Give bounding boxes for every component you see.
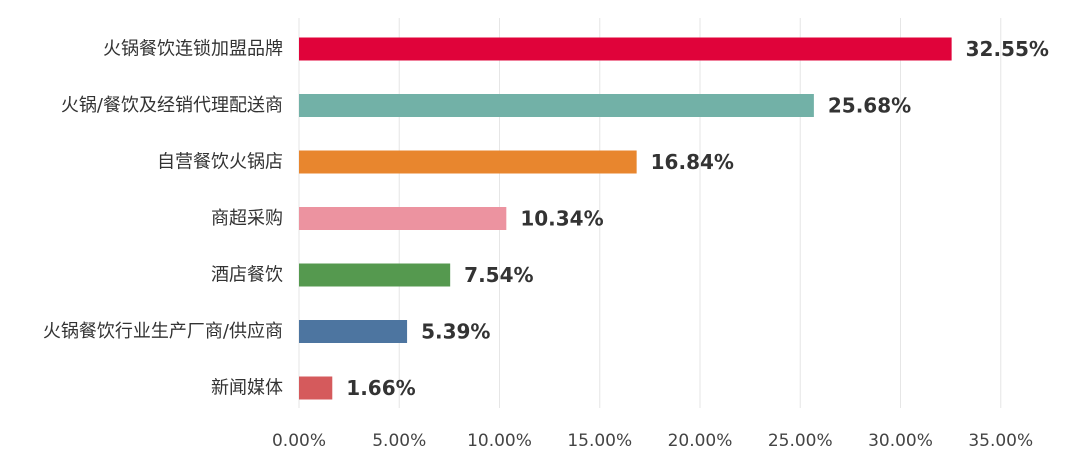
value-label: 32.55% — [966, 37, 1049, 61]
value-label: 5.39% — [421, 320, 490, 344]
x-tick-label: 15.00% — [567, 431, 632, 451]
category-label: 火锅餐饮行业生产厂商/供应商 — [43, 321, 283, 342]
value-labels: 32.55% 25.68% 16.84% 10.34% 7.54% 5.39% 1.66% — [346, 37, 1049, 400]
category-label: 新闻媒体 — [211, 378, 283, 399]
x-tick-label: 10.00% — [467, 431, 532, 451]
bar — [299, 37, 952, 61]
category-label: 酒店餐饮 — [211, 265, 283, 286]
x-axis-ticks: 0.00% 5.00% 10.00% 15.00% 20.00% 25.00% 30.00%… — [272, 431, 1033, 451]
category-label: 火锅餐饮连锁加盟品牌 — [103, 39, 283, 60]
bar — [299, 94, 814, 117]
bar — [299, 207, 507, 230]
category-label: 商超采购 — [211, 208, 283, 229]
x-tick-label: 30.00% — [868, 431, 933, 451]
category-label: 火锅/餐饮及经销代理配送商 — [61, 95, 283, 116]
x-tick-label: 25.00% — [768, 431, 833, 451]
x-tick-label: 5.00% — [372, 431, 426, 451]
value-label: 16.84% — [651, 150, 734, 174]
value-label: 25.68% — [828, 94, 911, 118]
bar — [299, 376, 333, 400]
bar — [299, 320, 408, 343]
category-labels: 火锅餐饮连锁加盟品牌火锅/餐饮及经销代理配送商自营餐饮火锅店商超采购酒店餐饮火锅… — [43, 39, 283, 399]
x-tick-label: 35.00% — [968, 431, 1033, 451]
category-label: 自营餐饮火锅店 — [157, 152, 283, 173]
bar — [299, 263, 451, 287]
bar — [299, 150, 637, 174]
value-label: 7.54% — [464, 263, 533, 287]
value-label: 10.34% — [520, 207, 603, 231]
x-tick-label: 0.00% — [272, 431, 326, 451]
x-tick-label: 20.00% — [668, 431, 733, 451]
bars — [299, 37, 952, 400]
value-label: 1.66% — [346, 376, 415, 400]
